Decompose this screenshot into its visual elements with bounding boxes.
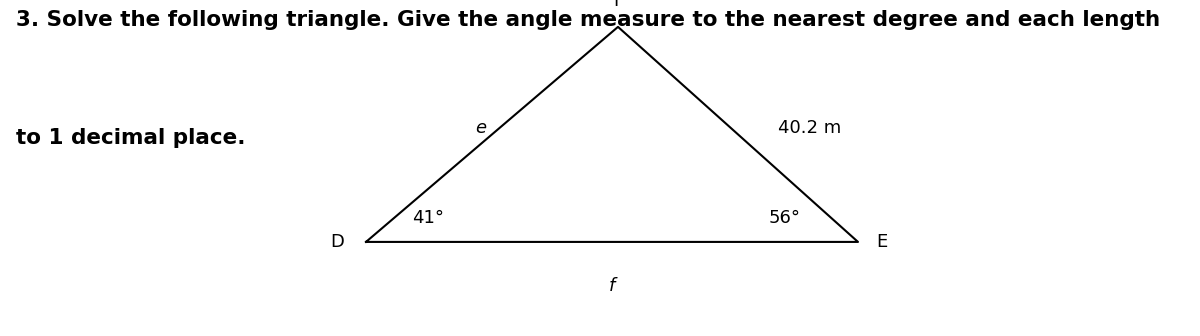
Text: D: D (330, 233, 344, 251)
Text: F: F (613, 0, 623, 10)
Text: E: E (876, 233, 887, 251)
Text: 41°: 41° (412, 209, 444, 227)
Text: f: f (608, 277, 616, 295)
Text: 40.2 m: 40.2 m (778, 119, 841, 137)
Text: to 1 decimal place.: to 1 decimal place. (16, 128, 245, 148)
Text: e: e (475, 119, 486, 137)
Text: 3. Solve the following triangle. Give the angle measure to the nearest degree an: 3. Solve the following triangle. Give th… (16, 10, 1159, 30)
Text: 56°: 56° (768, 209, 800, 227)
